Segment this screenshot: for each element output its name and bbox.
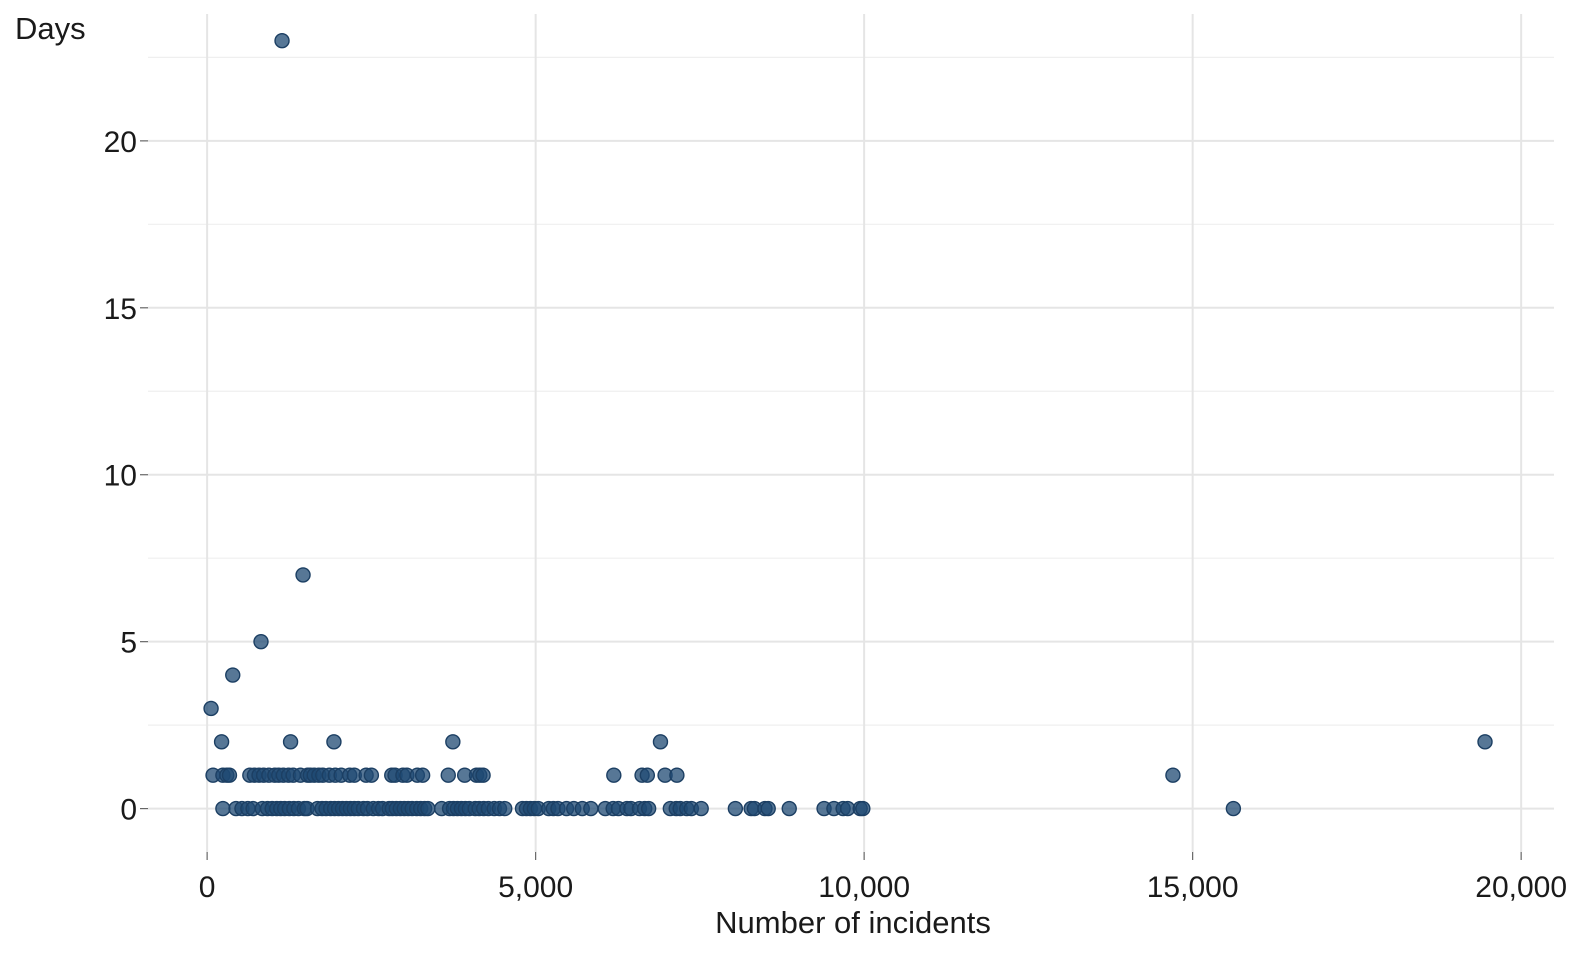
data-point [640, 800, 657, 817]
data-point [781, 800, 797, 817]
data-point [606, 767, 622, 783]
data-point [652, 734, 669, 750]
data-point [213, 734, 230, 750]
data-points [203, 33, 1493, 817]
x-axis-title: Number of incidents [715, 905, 991, 940]
x-tick-label: 0 [199, 871, 216, 904]
data-point [1165, 767, 1181, 783]
data-point [727, 800, 744, 817]
data-point [215, 800, 231, 817]
data-point [363, 767, 380, 783]
data-point [414, 767, 431, 783]
x-tick-label: 10,000 [818, 871, 910, 904]
y-tick-label: 20 [104, 126, 137, 159]
y-tick-label: 0 [120, 794, 137, 827]
data-point [295, 567, 311, 583]
data-point [445, 734, 461, 750]
gridlines [148, 14, 1554, 852]
data-point [221, 767, 238, 783]
data-point [326, 734, 342, 750]
axis-ticks: 0 5 10 15 20 0 5,000 10,000 15,000 20,000 [104, 126, 1567, 904]
data-point [1225, 800, 1242, 817]
y-axis-title: Days [15, 11, 86, 46]
data-point [420, 800, 436, 817]
data-point [1477, 734, 1493, 750]
x-tick-label: 15,000 [1147, 871, 1239, 904]
data-point [475, 767, 491, 783]
data-point [203, 700, 219, 717]
y-tick-label: 15 [104, 293, 137, 326]
data-point [274, 33, 290, 49]
data-point [855, 800, 871, 817]
x-tick-label: 20,000 [1475, 871, 1567, 904]
data-point [669, 767, 685, 783]
data-point [639, 767, 656, 783]
data-point [253, 633, 269, 650]
data-point [225, 667, 241, 683]
x-tick-label: 5,000 [498, 871, 573, 904]
data-point [693, 800, 709, 817]
data-point [583, 800, 599, 817]
y-tick-label: 5 [120, 627, 137, 660]
data-point [760, 800, 776, 817]
data-point [440, 767, 456, 783]
y-tick-label: 10 [104, 460, 137, 493]
data-point [282, 734, 299, 750]
data-point [497, 800, 513, 817]
